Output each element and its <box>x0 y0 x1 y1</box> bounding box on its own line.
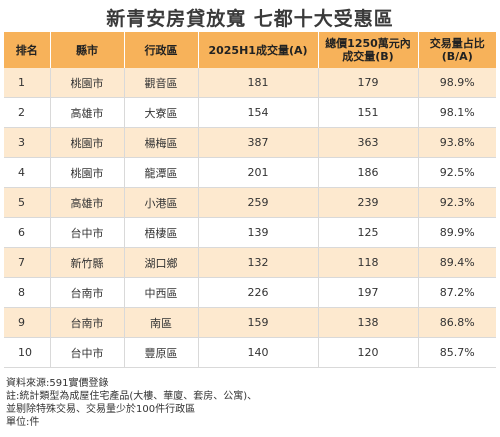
table-row: 6 台中市 梧棲區 139 125 89.9% <box>4 217 496 248</box>
cell-rank: 9 <box>4 307 51 338</box>
header-ratio: 交易量占比(B/A) <box>418 32 496 68</box>
header-total-volume: 2025H1成交量(A) <box>198 32 319 68</box>
cell-district: 南區 <box>124 307 199 338</box>
table-header-row: 排名 縣市 行政區 2025H1成交量(A) 總價1250萬元內成交量(B) 交… <box>4 32 496 68</box>
table-body: 1 桃園市 觀音區 181 179 98.9% 2 高雄市 大寮區 154 151 98.1% 3 桃園市… <box>4 68 496 368</box>
cell-city: 台南市 <box>50 277 125 308</box>
cell-ratio: 85.7% <box>418 337 496 368</box>
cell-under: 125 <box>318 217 419 248</box>
table-row: 7 新竹縣 湖口鄉 132 118 89.4% <box>4 247 496 278</box>
cell-under: 179 <box>318 68 419 98</box>
cell-total: 154 <box>198 97 319 128</box>
cell-rank: 6 <box>4 217 51 248</box>
cell-under: 120 <box>318 337 419 368</box>
cell-under: 363 <box>318 127 419 158</box>
cell-district: 中西區 <box>124 277 199 308</box>
page-title: 新青安房貸放寬 七都十大受惠區 <box>106 8 394 30</box>
header-under-limit-volume: 總價1250萬元內成交量(B) <box>318 32 419 68</box>
cell-city: 桃園市 <box>50 157 125 188</box>
cell-ratio: 98.9% <box>418 68 496 98</box>
cell-under: 197 <box>318 277 419 308</box>
cell-district: 湖口鄉 <box>124 247 199 278</box>
cell-rank: 4 <box>4 157 51 188</box>
table-row: 3 桃園市 楊梅區 387 363 93.8% <box>4 127 496 158</box>
header-city: 縣市 <box>50 32 125 68</box>
footnotes: 資料來源:591實價登錄 註:統計類型為成屋住宅產品(大樓、華廈、套房、公寓)、… <box>6 377 496 429</box>
cell-rank: 2 <box>4 97 51 128</box>
cell-ratio: 87.2% <box>418 277 496 308</box>
cell-total: 226 <box>198 277 319 308</box>
cell-city: 台中市 <box>50 337 125 368</box>
cell-district: 大寮區 <box>124 97 199 128</box>
ranking-table: 排名 縣市 行政區 2025H1成交量(A) 總價1250萬元內成交量(B) 交… <box>4 32 496 368</box>
table-row: 10 台中市 豐原區 140 120 85.7% <box>4 337 496 368</box>
note-exclusions: 並剔除特殊交易、交易量少於100件行政區 <box>6 404 196 415</box>
cell-city: 新竹縣 <box>50 247 125 278</box>
cell-total: 201 <box>198 157 319 188</box>
table-row: 9 台南市 南區 159 138 86.8% <box>4 307 496 338</box>
cell-city: 台南市 <box>50 307 125 338</box>
header-rank: 排名 <box>4 32 51 68</box>
cell-rank: 7 <box>4 247 51 278</box>
cell-district: 楊梅區 <box>124 127 199 158</box>
cell-under: 239 <box>318 187 419 218</box>
table-row: 8 台南市 中西區 226 197 87.2% <box>4 277 496 308</box>
cell-district: 豐原區 <box>124 337 199 368</box>
cell-district: 龍潭區 <box>124 157 199 188</box>
cell-rank: 3 <box>4 127 51 158</box>
cell-city: 桃園市 <box>50 127 125 158</box>
cell-city: 高雄市 <box>50 187 125 218</box>
cell-ratio: 92.3% <box>418 187 496 218</box>
cell-city: 桃園市 <box>50 68 125 98</box>
cell-total: 259 <box>198 187 319 218</box>
cell-total: 139 <box>198 217 319 248</box>
cell-total: 140 <box>198 337 319 368</box>
table-row: 1 桃園市 觀音區 181 179 98.9% <box>4 68 496 98</box>
cell-total: 387 <box>198 127 319 158</box>
note-source: 資料來源:591實價登錄 <box>6 378 109 389</box>
note-criteria: 註:統計類型為成屋住宅產品(大樓、華廈、套房、公寓)、 <box>6 391 258 402</box>
cell-total: 132 <box>198 247 319 278</box>
cell-ratio: 93.8% <box>418 127 496 158</box>
cell-district: 觀音區 <box>124 68 199 98</box>
header-district: 行政區 <box>124 32 199 68</box>
cell-under: 151 <box>318 97 419 128</box>
table-row: 2 高雄市 大寮區 154 151 98.1% <box>4 97 496 128</box>
cell-rank: 1 <box>4 68 51 98</box>
cell-under: 138 <box>318 307 419 338</box>
cell-ratio: 92.5% <box>418 157 496 188</box>
cell-rank: 10 <box>4 337 51 368</box>
cell-city: 台中市 <box>50 217 125 248</box>
cell-ratio: 86.8% <box>418 307 496 338</box>
cell-ratio: 89.9% <box>418 217 496 248</box>
cell-total: 181 <box>198 68 319 98</box>
cell-under: 118 <box>318 247 419 278</box>
cell-total: 159 <box>198 307 319 338</box>
note-unit: 單位:件 <box>6 417 40 428</box>
table-row: 4 桃園市 龍潭區 201 186 92.5% <box>4 157 496 188</box>
cell-district: 小港區 <box>124 187 199 218</box>
cell-under: 186 <box>318 157 419 188</box>
cell-ratio: 98.1% <box>418 97 496 128</box>
cell-rank: 8 <box>4 277 51 308</box>
cell-rank: 5 <box>4 187 51 218</box>
cell-ratio: 89.4% <box>418 247 496 278</box>
table-row: 5 高雄市 小港區 259 239 92.3% <box>4 187 496 218</box>
cell-city: 高雄市 <box>50 97 125 128</box>
cell-district: 梧棲區 <box>124 217 199 248</box>
